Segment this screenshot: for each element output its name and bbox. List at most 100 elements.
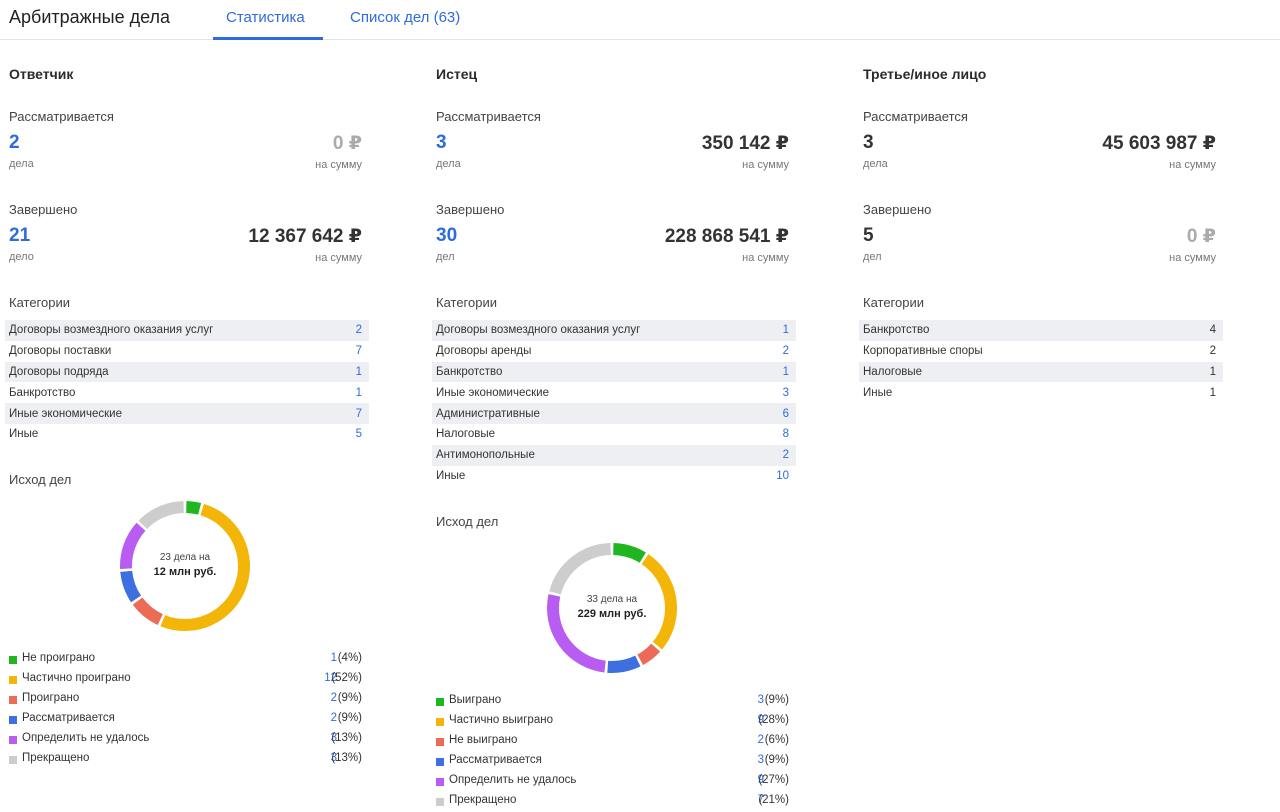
outcome-label: Исход дел [436,514,499,529]
pending-count[interactable]: 2 [9,132,20,153]
legend-count[interactable]: 9 [757,774,764,786]
category-row: Налоговые 1 [859,361,1223,383]
legend-count[interactable]: 2 [330,712,337,724]
legend-count[interactable]: 3 [330,752,337,764]
category-name: Банкротство [9,386,76,399]
legend-percent: (9%) [337,692,362,704]
legend-count[interactable]: 2 [330,692,337,704]
category-count[interactable]: 7 [355,407,362,420]
legend-row: Выиграно 3 (9%) [436,694,789,714]
category-count[interactable]: 2 [355,324,362,337]
category-count[interactable]: 1 [355,386,362,399]
category-name: Налоговые [863,365,923,378]
done-sum-label: на сумму [742,252,789,264]
legend-count[interactable]: 3 [330,732,337,744]
plaintiff-column: Истец Рассматривается 3 дела 350 142 ₽ н… [432,40,796,812]
category-row[interactable]: Банкротство 1 [432,361,796,383]
pending-sum: 45 603 987 ₽ [1102,133,1216,154]
legend-label: Не выиграно [449,734,518,746]
category-row[interactable]: Договоры возмездного оказания услуг 1 [432,320,796,341]
done-count[interactable]: 21 [9,225,31,246]
done-count: 5 [863,225,874,246]
donut-segment[interactable] [120,522,146,569]
done-count[interactable]: 30 [436,225,458,246]
pending-count[interactable]: 3 [436,132,447,153]
legend-count[interactable]: 3 [757,694,764,706]
legend-label: Проиграно [22,692,80,704]
donut-segment[interactable] [641,554,677,650]
donut-center-sum: 229 млн руб. [577,608,647,620]
category-row: Банкротство 4 [859,320,1223,341]
category-row[interactable]: Банкротство 1 [5,382,369,403]
category-row[interactable]: Иные экономические 7 [5,403,369,424]
category-row[interactable]: Договоры возмездного оказания услуг 2 [5,320,369,341]
category-row[interactable]: Административные 6 [432,403,796,424]
category-count[interactable]: 5 [355,428,362,441]
category-count[interactable]: 3 [782,386,789,399]
category-name: Иные [863,386,893,399]
donut-segment[interactable] [132,597,164,626]
category-row[interactable]: Налоговые 8 [432,424,796,445]
legend-percent: (52%) [331,672,362,684]
legend-label: Частично проиграно [22,672,131,684]
legend-label: Рассматривается [22,712,115,724]
legend-count[interactable]: 9 [757,714,764,726]
category-count[interactable]: 7 [355,345,362,358]
category-count[interactable]: 10 [776,469,789,482]
category-count[interactable]: 6 [782,407,789,420]
donut-segment[interactable] [637,643,661,666]
category-count[interactable]: 1 [355,365,362,378]
category-count[interactable]: 8 [782,428,789,441]
tab-statistics[interactable]: Статистика [226,9,305,26]
category-row[interactable]: Договоры аренды 2 [432,341,796,362]
donut-center-label: 33 дела на 229 млн руб. [542,594,682,620]
legend-label: Не проиграно [22,652,96,664]
category-row[interactable]: Иные 10 [432,466,796,487]
done-sum: 0 ₽ [1186,226,1216,247]
category-row[interactable]: Договоры подряда 1 [5,361,369,383]
donut-segment[interactable] [160,503,250,631]
category-count: 2 [1209,345,1216,358]
categories-label: Категории [436,295,497,310]
column-title: Истец [436,66,478,82]
donut-segment[interactable] [612,543,646,563]
done-sum-label: на сумму [315,252,362,264]
legend-row: Проиграно 2 (9%) [9,692,362,712]
outcome-legend: Выиграно 3 (9%) Частично выиграно 9 (28%) Не… [436,694,789,812]
donut-segment[interactable] [186,501,202,515]
category-row[interactable]: Иные экономические 3 [432,382,796,403]
category-name: Иные [436,469,466,482]
legend-count[interactable]: 2 [757,734,764,746]
category-name: Договоры подряда [9,365,109,378]
category-count[interactable]: 1 [782,365,789,378]
category-row[interactable]: Иные 5 [5,424,369,445]
category-count[interactable]: 1 [782,324,789,337]
category-name: Корпоративные споры [863,345,983,358]
pending-label: Рассматривается [863,109,968,124]
legend-count[interactable]: 1 [330,652,337,664]
legend-swatch [9,676,17,684]
active-tab-indicator [213,37,323,40]
legend-count[interactable]: 3 [757,754,764,766]
category-list: Договоры возмездного оказания услуг 2 Дог… [5,320,369,445]
donut-segment[interactable] [120,570,142,603]
legend-row: Частично проиграно 12 (52%) [9,672,362,692]
donut-segment[interactable] [547,594,606,673]
category-row[interactable]: Договоры поставки 7 [5,341,369,362]
page-title: Арбитражные дела [9,7,171,27]
legend-count[interactable]: 12 [324,672,337,684]
category-count[interactable]: 2 [782,449,789,462]
defendant-column: Ответчик Рассматривается 2 дела 0 ₽ на с… [5,40,369,812]
category-count: 4 [1209,324,1216,337]
category-count[interactable]: 2 [782,345,789,358]
donut-segment[interactable] [138,501,185,530]
legend-count[interactable]: 7 [757,794,764,806]
third-party-column: Третье/иное лицо Рассматривается 3 дела … [859,40,1223,812]
tab-case-list[interactable]: Список дел (63) [350,9,461,26]
category-count: 1 [1209,365,1216,378]
donut-segment[interactable] [549,543,612,595]
category-count: 1 [1209,386,1216,399]
legend-percent: (13%) [331,752,362,764]
category-row[interactable]: Антимонопольные 2 [432,444,796,466]
donut-segment[interactable] [607,655,641,673]
